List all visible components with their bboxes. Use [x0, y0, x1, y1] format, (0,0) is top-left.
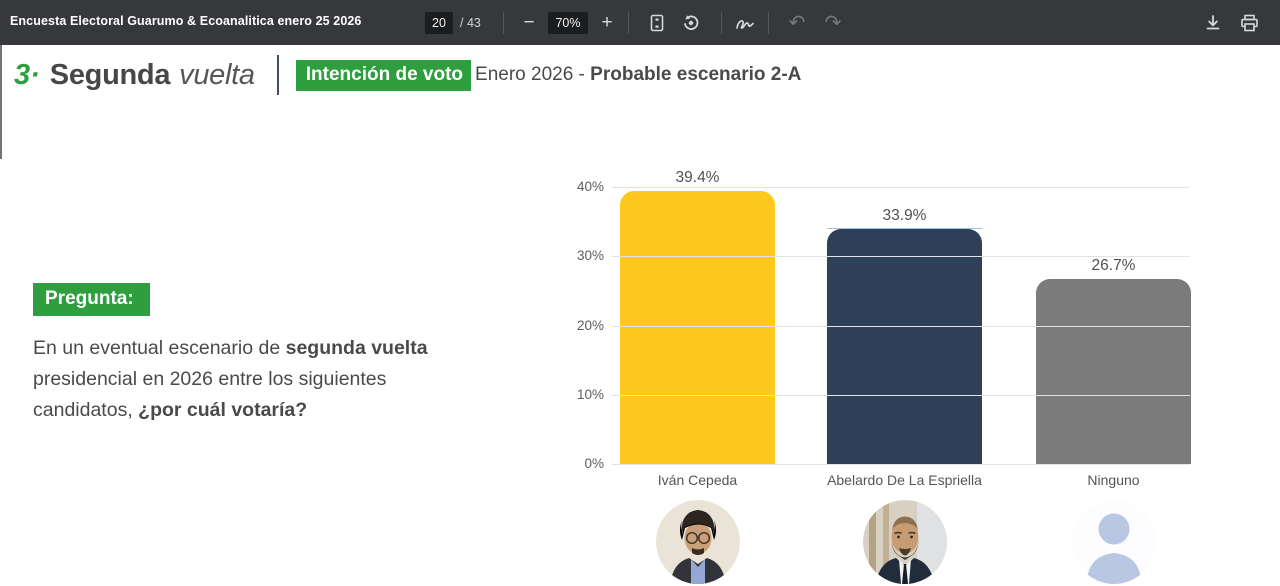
header-divider [276, 55, 279, 95]
bar-category-label: Iván Cepeda [657, 472, 738, 488]
bar-value-label: 33.9% [882, 207, 927, 225]
zoom-out-button[interactable]: − [514, 8, 544, 38]
y-axis-tick-label: 20% [576, 317, 604, 333]
bar-ninguno [1036, 279, 1191, 464]
bar-category-label: Abelardo De La Espriella [827, 472, 982, 488]
annotate-pen-icon [735, 15, 755, 31]
y-axis-tick-label: 10% [576, 386, 604, 402]
question-line-1: En un eventual escenario de segunda vuel… [33, 333, 503, 364]
bar-top-accent-line [827, 228, 982, 230]
bar-column-ivan-cepeda: 39.4% Iván Cepeda [620, 169, 775, 584]
undo-button[interactable]: ↶ [782, 8, 812, 38]
toolbar-divider [768, 11, 769, 34]
toolbar-divider [628, 11, 629, 34]
download-button[interactable] [1198, 8, 1228, 38]
y-axis-tick-label: 40% [576, 179, 604, 194]
header-subtitle: Enero 2026 - Probable escenario 2-A [475, 64, 801, 86]
gridline [612, 394, 1190, 396]
gridline [612, 187, 1190, 188]
intention-badge: Intención de voto [295, 59, 472, 91]
zoom-in-button[interactable]: + [592, 8, 622, 38]
page-total-label: / 43 [460, 15, 481, 30]
question-badge: Pregunta: [33, 283, 150, 316]
section-title-italic: vuelta [179, 58, 255, 91]
rotate-button[interactable] [676, 8, 706, 38]
question-block: Pregunta: En un eventual escenario de se… [33, 283, 503, 426]
bar-category-label: Ninguno [1087, 472, 1140, 488]
section-title: Segunda [49, 58, 171, 91]
question-line-3: candidatos, ¿por cuál votaría? [33, 395, 503, 426]
bar-ivan-cepeda [620, 191, 775, 464]
bar-column-ninguno: 26.7% Ninguno [1036, 187, 1191, 584]
rotate-counterclockwise-icon [682, 14, 700, 32]
fit-to-page-icon [649, 14, 665, 32]
download-icon [1204, 14, 1222, 32]
bar-abelardo-de-la-espriella [827, 229, 982, 464]
document-title: Encuesta Electoral Guarumo & Ecoanalitic… [10, 14, 362, 28]
subtitle-regular: Enero 2026 - [475, 64, 591, 85]
question-line1-regular: En un eventual escenario de [33, 337, 286, 359]
bar-column-abelardo: 33.9% Abelardo De La Espriella [827, 187, 982, 584]
page-edge-sliver [0, 45, 2, 159]
slide-header: 3· Segunda vuelta Intención de voto Ener… [14, 53, 801, 97]
section-number: 3· [14, 58, 40, 91]
redo-button[interactable]: ↷ [818, 8, 848, 38]
fit-to-page-button[interactable] [642, 8, 672, 38]
gridline [612, 256, 1190, 258]
question-line-2: presidencial en 2026 entre los siguiente… [33, 368, 387, 390]
pdf-page: 3· Segunda vuelta Intención de voto Ener… [0, 45, 1280, 586]
abelardo-de-la-espriella-photo [862, 500, 947, 584]
annotate-button[interactable] [730, 8, 760, 38]
bar-value-label: 39.4% [675, 169, 720, 187]
gridline [612, 325, 1190, 327]
bar-chart: 39.4% Iván Cepeda 33. [577, 169, 1191, 584]
question-line3-regular: candidatos, [33, 399, 139, 421]
y-axis-tick-label: 0% [584, 456, 604, 471]
y-axis-tick-label: 30% [576, 248, 604, 264]
page-number-input[interactable] [425, 11, 453, 34]
gridline [612, 464, 1190, 465]
pdf-toolbar: Encuesta Electoral Guarumo & Ecoanalitic… [0, 0, 1280, 45]
question-line1-bold: segunda vuelta [285, 337, 428, 359]
question-line3-bold: ¿por cuál votaría? [138, 399, 308, 421]
toolbar-divider [503, 11, 504, 34]
print-button[interactable] [1234, 8, 1264, 38]
subtitle-bold: Probable escenario 2-A [590, 64, 802, 85]
bar-value-label: 26.7% [1091, 257, 1136, 275]
toolbar-divider [721, 11, 722, 34]
zoom-level-input[interactable] [548, 11, 588, 34]
print-icon [1240, 14, 1259, 32]
question-text: En un eventual escenario de segunda vuel… [33, 333, 503, 426]
ninguno-silhouette [1071, 500, 1156, 584]
ivan-cepeda-photo [655, 500, 740, 584]
